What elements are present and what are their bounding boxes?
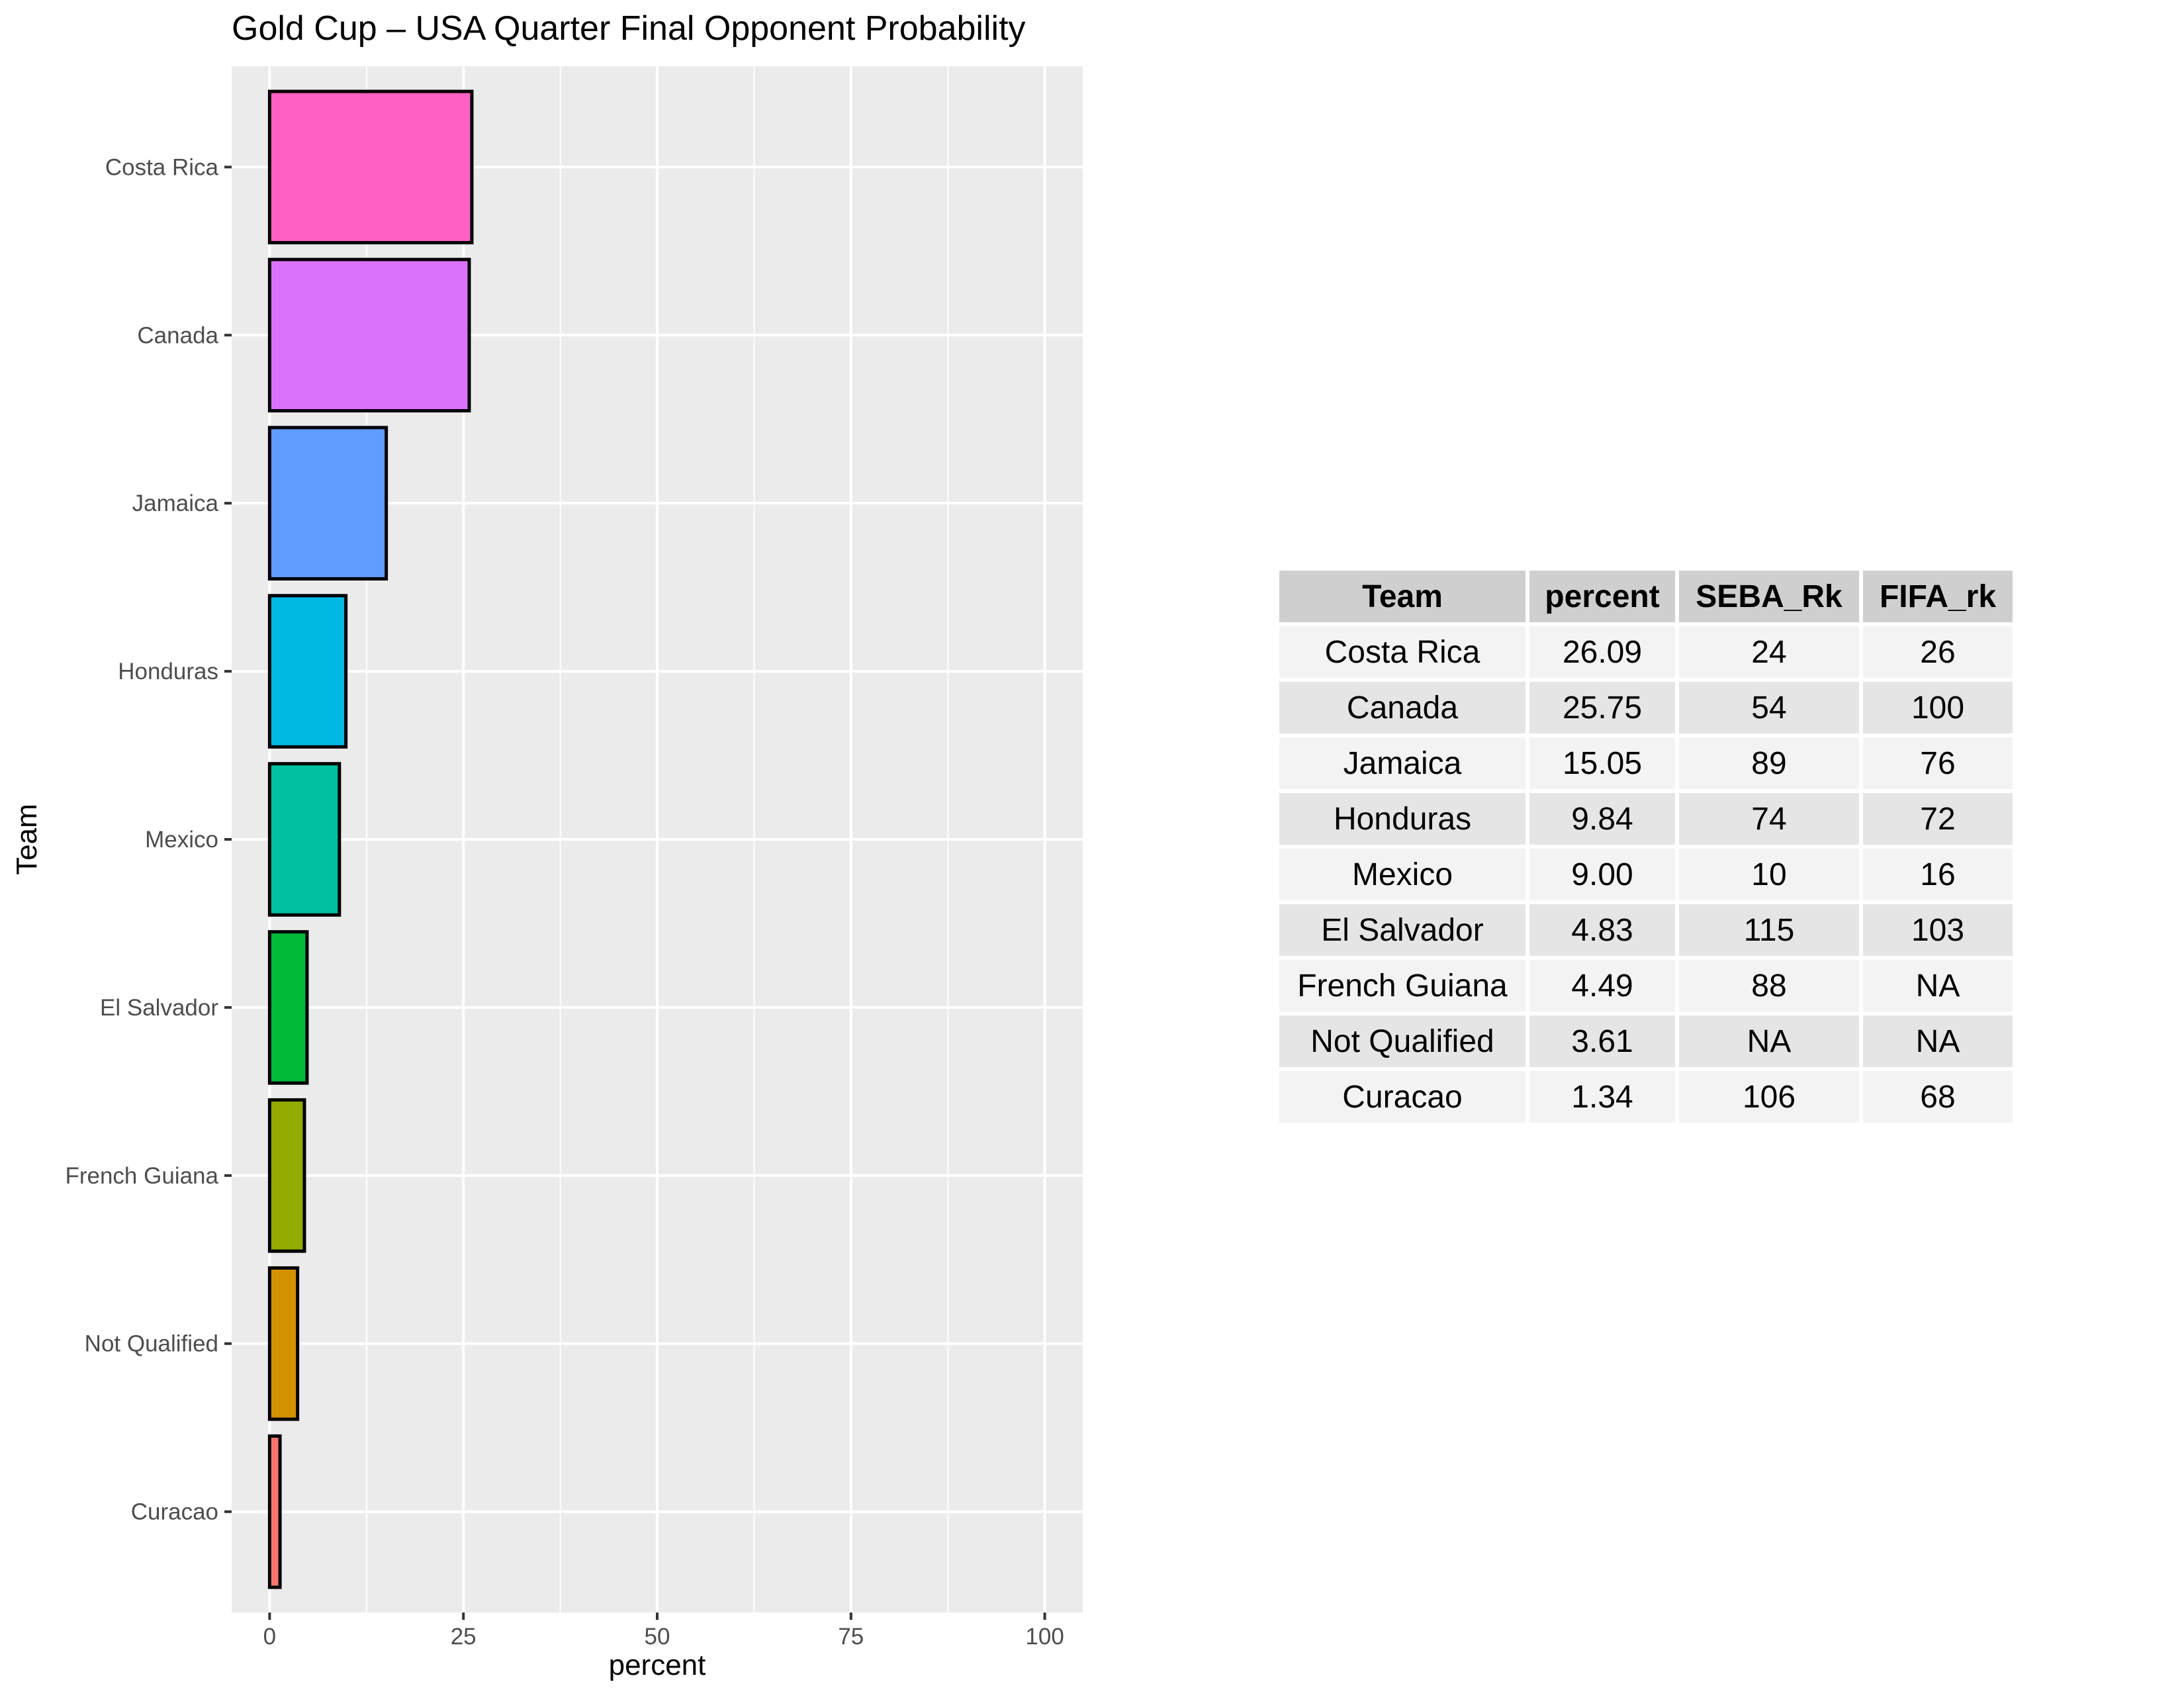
- y-tick-label: El Salvador: [100, 995, 218, 1021]
- cell-fifa-rk: 68: [1863, 1071, 2013, 1123]
- y-tick-label: Jamaica: [132, 491, 219, 516]
- cell-fifa-rk: NA: [1863, 1015, 2013, 1067]
- x-tick-label: 100: [1025, 1624, 1064, 1650]
- bar: [267, 1434, 282, 1589]
- y-tick-label: French Guiana: [65, 1163, 218, 1189]
- bar: [267, 594, 348, 749]
- x-tick-label: 50: [645, 1624, 670, 1650]
- cell-fifa-rk: 103: [1863, 904, 2013, 956]
- x-tick-label: 75: [838, 1624, 864, 1650]
- cell-seba-rk: NA: [1679, 1015, 1859, 1067]
- cell-percent: 4.83: [1529, 904, 1675, 956]
- cell-seba-rk: 74: [1679, 793, 1859, 845]
- cell-percent: 9.84: [1529, 793, 1675, 845]
- x-axis-ticks: 0 25 50 75 100: [263, 1613, 1064, 1650]
- cell-fifa-rk: 100: [1863, 682, 2013, 733]
- cell-team: Canada: [1279, 682, 1525, 733]
- chart-title: Gold Cup – USA Quarter Final Opponent Pr…: [232, 9, 1026, 48]
- cell-team: El Salvador: [1279, 904, 1525, 956]
- cell-percent: 15.05: [1529, 737, 1675, 789]
- bar: [267, 930, 309, 1085]
- table-row: El Salvador 4.83 115 103: [1279, 904, 2013, 956]
- cell-seba-rk: 24: [1679, 626, 1859, 678]
- x-tick-label: 0: [263, 1624, 276, 1650]
- bar-chart: Gold Cup – USA Quarter Final Opponent Pr…: [11, 9, 1083, 1681]
- cell-fifa-rk: NA: [1863, 960, 2013, 1011]
- y-tick-label: Not Qualified: [85, 1331, 218, 1357]
- cell-team: Not Qualified: [1279, 1015, 1525, 1067]
- cell-percent: 3.61: [1529, 1015, 1675, 1067]
- bar: [267, 762, 341, 917]
- bar: [267, 1266, 300, 1421]
- table-row: Mexico 9.00 10 16: [1279, 849, 2013, 900]
- y-tick-label: Honduras: [118, 659, 218, 684]
- y-tick-label: Mexico: [145, 827, 218, 853]
- table-row: Not Qualified 3.61 NA NA: [1279, 1015, 2013, 1067]
- cell-percent: 1.34: [1529, 1071, 1675, 1123]
- bar: [267, 258, 471, 413]
- y-tick-label: Curacao: [131, 1499, 218, 1525]
- header-fifa-rk: FIFA_rk: [1863, 571, 2013, 622]
- bar: [267, 89, 474, 245]
- y-axis-ticks: Costa Rica Canada Jamaica Honduras Mexico El …: [65, 154, 232, 1525]
- cell-percent: 25.75: [1529, 682, 1675, 733]
- table-row: Honduras 9.84 74 72: [1279, 793, 2013, 845]
- cell-seba-rk: 54: [1679, 682, 1859, 733]
- table-row: Costa Rica 26.09 24 26: [1279, 626, 2013, 678]
- cell-team: Jamaica: [1279, 737, 1525, 789]
- cell-team: Curacao: [1279, 1071, 1525, 1123]
- x-axis-title: percent: [609, 1649, 706, 1681]
- table-row: Curacao 1.34 106 68: [1279, 1071, 2013, 1123]
- cell-seba-rk: 88: [1679, 960, 1859, 1011]
- cell-seba-rk: 106: [1679, 1071, 1859, 1123]
- table-row: Canada 25.75 54 100: [1279, 682, 2013, 733]
- x-tick-label: 25: [451, 1624, 477, 1650]
- cell-team: French Guiana: [1279, 960, 1525, 1011]
- cell-fifa-rk: 72: [1863, 793, 2013, 845]
- cell-seba-rk: 115: [1679, 904, 1859, 956]
- grid-lines: [232, 66, 1083, 1613]
- cell-fifa-rk: 76: [1863, 737, 2013, 789]
- table-row: French Guiana 4.49 88 NA: [1279, 960, 2013, 1011]
- y-tick-label: Costa Rica: [105, 154, 219, 180]
- cell-seba-rk: 10: [1679, 849, 1859, 900]
- cell-percent: 26.09: [1529, 626, 1675, 678]
- cell-percent: 4.49: [1529, 960, 1675, 1011]
- table-header-row: Team percent SEBA_Rk FIFA_rk: [1279, 571, 2013, 622]
- header-team: Team: [1279, 571, 1525, 622]
- bar: [267, 1098, 306, 1253]
- cell-percent: 9.00: [1529, 849, 1675, 900]
- header-percent: percent: [1529, 571, 1675, 622]
- y-tick-label: Canada: [137, 322, 218, 348]
- table-row: Jamaica 15.05 89 76: [1279, 737, 2013, 789]
- cell-fifa-rk: 26: [1863, 626, 2013, 678]
- cell-team: Costa Rica: [1279, 626, 1525, 678]
- y-axis-title: Team: [11, 804, 43, 875]
- cell-team: Honduras: [1279, 793, 1525, 845]
- bars: [267, 89, 474, 1589]
- header-seba-rk: SEBA_Rk: [1679, 571, 1859, 622]
- cell-seba-rk: 89: [1679, 737, 1859, 789]
- bar: [267, 426, 388, 581]
- cell-team: Mexico: [1279, 849, 1525, 900]
- stats-table: Team percent SEBA_Rk FIFA_rk Costa Rica 2…: [1275, 567, 2017, 1127]
- cell-fifa-rk: 16: [1863, 849, 2013, 900]
